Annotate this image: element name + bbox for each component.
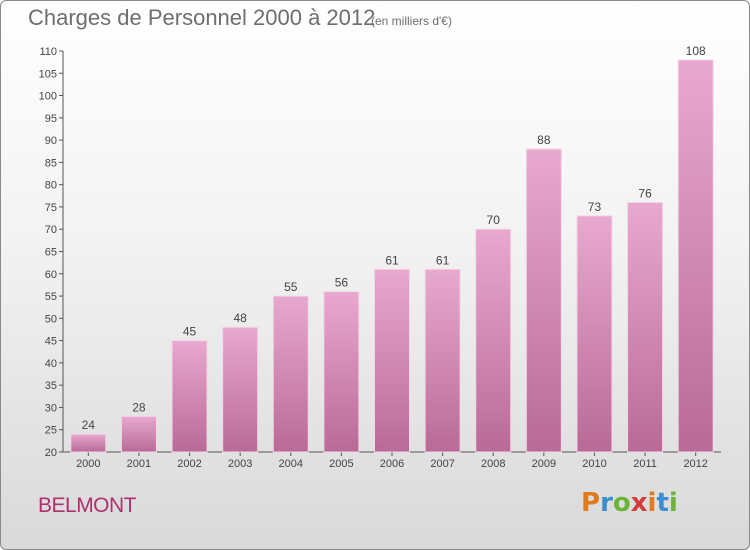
x-tick-label: 2008	[481, 458, 505, 470]
y-tick-label: 95	[45, 113, 57, 125]
bar	[677, 59, 714, 453]
chart-title: Charges de Personnel 2000 à 2012	[28, 5, 376, 30]
y-tick-label: 75	[45, 202, 57, 214]
logo-letter: o	[612, 488, 631, 518]
y-tick-label: 35	[45, 380, 57, 392]
bar	[323, 291, 360, 453]
x-tick-label: 2002	[177, 458, 201, 470]
y-tick-label: 55	[45, 291, 57, 303]
bar	[627, 201, 664, 453]
bar	[171, 340, 208, 453]
x-tick-label: 2012	[683, 458, 707, 470]
y-tick-label: 100	[39, 91, 57, 103]
y-tick-label: 40	[45, 358, 57, 370]
logo-letter: t	[656, 488, 669, 518]
x-tick-label: 2006	[380, 458, 404, 470]
bar-value-label: 24	[82, 418, 96, 432]
y-tick-label: 90	[45, 135, 57, 147]
bar	[475, 228, 512, 453]
x-tick-label: 2000	[76, 458, 100, 470]
x-tick-label: 2005	[329, 458, 353, 470]
y-tick-label: 65	[45, 247, 57, 259]
x-tick-label: 2009	[532, 458, 556, 470]
logo-letter: i	[668, 488, 678, 518]
bar-value-label: 61	[385, 253, 399, 267]
y-tick-label: 110	[39, 46, 57, 58]
bar	[70, 433, 107, 453]
x-tick-label: 2004	[279, 458, 303, 470]
y-tick-label: 50	[45, 313, 57, 325]
logo-letter: x	[630, 488, 648, 518]
y-tick-label: 85	[45, 157, 57, 169]
bar-value-label: 56	[335, 276, 349, 290]
bar-value-label: 88	[537, 133, 551, 147]
x-tick-label: 2011	[633, 458, 657, 470]
bar	[272, 295, 309, 453]
bar-value-label: 48	[233, 311, 247, 325]
bar-value-label: 73	[588, 200, 602, 214]
bar-value-label: 55	[284, 280, 298, 294]
bar-value-label: 76	[638, 186, 652, 200]
x-tick-label: 2007	[430, 458, 454, 470]
logo-letter: i	[647, 488, 657, 518]
y-tick-label: 60	[45, 269, 57, 281]
bar-value-label: 108	[686, 44, 706, 58]
bar-value-label: 70	[487, 213, 501, 227]
y-tick-label: 30	[45, 402, 57, 414]
bar-value-label: 61	[436, 253, 450, 267]
chart-subtitle: (en milliers d'€)	[371, 14, 452, 28]
x-tick-label: 2001	[127, 458, 151, 470]
logo-letter: P	[581, 488, 601, 518]
y-tick-label: 45	[45, 336, 57, 348]
bar	[424, 268, 461, 453]
bar	[576, 215, 613, 453]
x-tick-label: 2010	[582, 458, 606, 470]
y-tick-label: 25	[45, 425, 57, 437]
y-tick-label: 80	[45, 180, 57, 192]
logo-letter: r	[600, 488, 613, 518]
bar	[374, 268, 410, 453]
y-tick-label: 105	[39, 68, 57, 80]
x-tick-label: 2003	[228, 458, 252, 470]
y-tick-label: 20	[45, 447, 57, 459]
bar-value-label: 28	[132, 400, 146, 414]
bar	[222, 326, 259, 453]
bar	[120, 415, 157, 453]
commune-name: BELMONT	[38, 494, 137, 517]
bar-value-label: 45	[183, 325, 197, 339]
y-tick-label: 70	[45, 224, 57, 236]
proxiti-logo: Proxiti	[581, 488, 678, 518]
bar	[525, 148, 562, 453]
